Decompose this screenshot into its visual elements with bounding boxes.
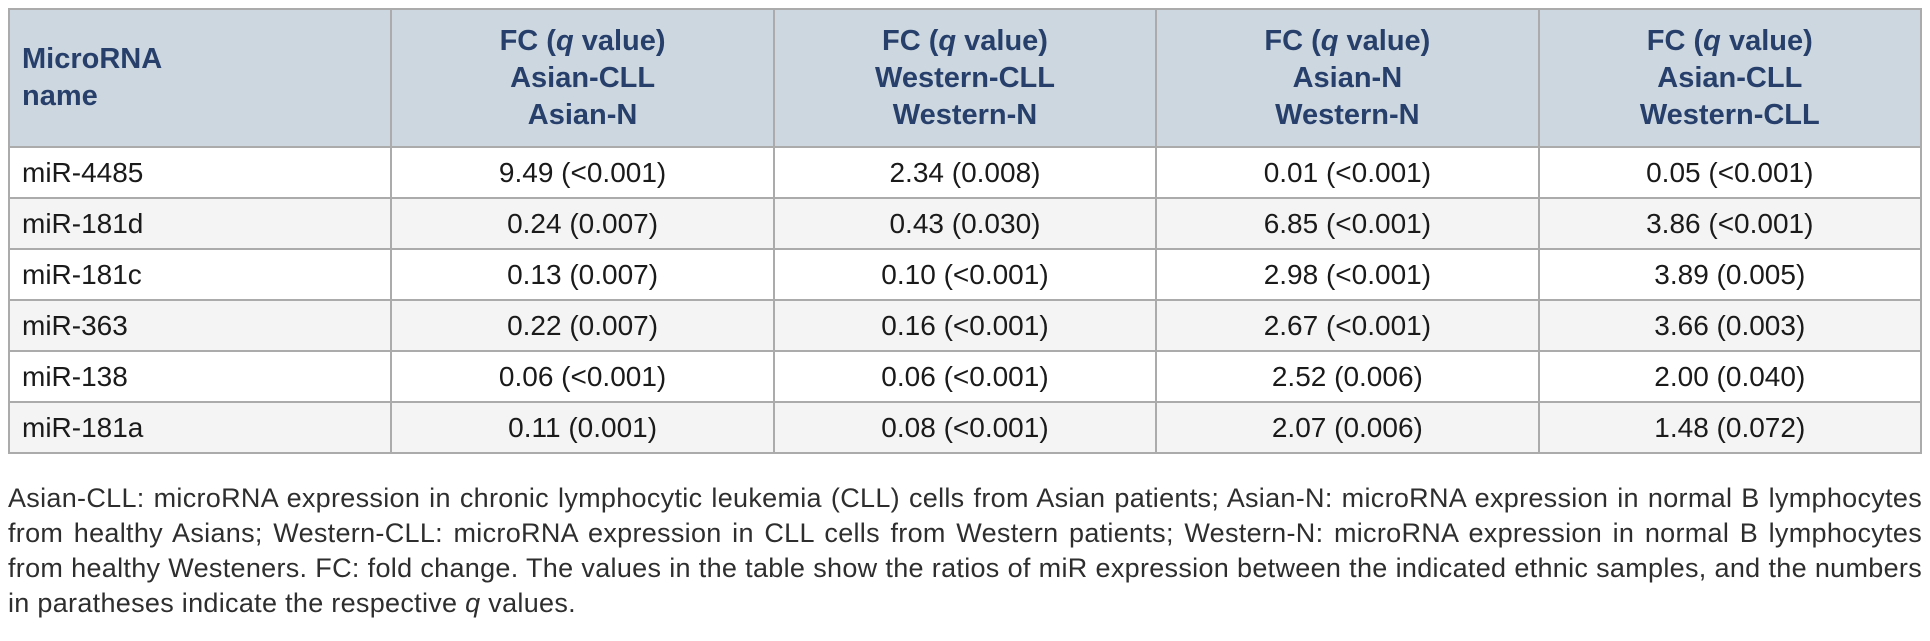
table-row: miR-181c 0.13 (0.007) 0.10 (<0.001) 2.98 (<…: [7, 248, 1923, 301]
footnote-q-italic: q: [465, 588, 481, 618]
header-cell-fc: FC (q value) Asian-CLL Asian-N: [390, 8, 775, 148]
fc-value-cell: 0.10 (<0.001): [772, 248, 1158, 301]
fc-value-cell: 3.86 (<0.001): [1537, 197, 1923, 250]
header-line-fc-label: FC (q value): [1264, 24, 1431, 57]
table-row: miR-138 0.06 (<0.001) 0.06 (<0.001) 2.52 (0…: [7, 350, 1923, 403]
fc-value-cell: 2.34 (0.008): [772, 146, 1158, 199]
header-cell-fc: FC (q value) Asian-CLL Western-CLL: [1537, 8, 1923, 148]
header-cell-fc: FC (q value) Asian-N Western-N: [1155, 8, 1540, 148]
fc-value-cell: 9.49 (<0.001): [390, 146, 775, 199]
fc-value-cell: 6.85 (<0.001): [1155, 197, 1540, 250]
mirna-name-cell: miR-4485: [7, 146, 393, 199]
header-cell-fc: FC (q value) Western-CLL Western-N: [772, 8, 1158, 148]
fc-value-cell: 0.06 (<0.001): [772, 350, 1158, 403]
fc-value-cell: 0.06 (<0.001): [390, 350, 775, 403]
mirna-name-cell: miR-181c: [7, 248, 393, 301]
fc-value-cell: 2.67 (<0.001): [1155, 299, 1540, 352]
fc-value-cell: 0.05 (<0.001): [1537, 146, 1923, 199]
header-line: name: [22, 80, 98, 112]
header-cell-microrna-name: MicroRNA name: [7, 8, 393, 148]
fc-value-cell: 0.08 (<0.001): [772, 401, 1158, 454]
header-line-numerator: Asian-CLL: [510, 61, 656, 94]
mirna-name-cell: miR-181d: [7, 197, 393, 250]
fc-value-cell: 0.43 (0.030): [772, 197, 1158, 250]
fc-value-cell: 0.11 (0.001): [390, 401, 775, 454]
header-line-numerator: Asian-N: [1292, 61, 1403, 94]
header-line-fc-label: FC (q value): [881, 24, 1048, 57]
fc-value-cell: 0.13 (0.007): [390, 248, 775, 301]
q-italic: q: [1320, 24, 1339, 57]
fc-value-cell: 3.89 (0.005): [1537, 248, 1923, 301]
mirna-expression-table: MicroRNA name FC (q value) Asian-CLL Asian…: [7, 8, 1923, 454]
fc-value-cell: 2.07 (0.006): [1155, 401, 1540, 454]
header-line-numerator: Asian-CLL: [1657, 61, 1803, 94]
footnote: Asian-CLL: microRNA expression in chroni…: [8, 481, 1922, 621]
header-line-denominator: Asian-N: [527, 98, 638, 131]
fc-value-cell: 3.66 (0.003): [1537, 299, 1923, 352]
mirna-name-cell: miR-363: [7, 299, 393, 352]
mirna-name-cell: miR-181a: [7, 401, 393, 454]
header-line-numerator: Western-CLL: [875, 61, 1055, 94]
table-row: miR-181d 0.24 (0.007) 0.43 (0.030) 6.85 (<0…: [7, 197, 1923, 250]
footnote-text: values.: [480, 588, 576, 618]
table-header: MicroRNA name FC (q value) Asian-CLL Asian…: [7, 8, 1923, 148]
q-italic: q: [555, 24, 574, 57]
header-line-denominator: Western-CLL: [1639, 98, 1820, 131]
header-line-fc-label: FC (q value): [499, 24, 666, 57]
fc-value-cell: 2.00 (0.040): [1537, 350, 1923, 403]
header-line: MicroRNA: [22, 43, 163, 75]
fc-value-cell: 1.48 (0.072): [1537, 401, 1923, 454]
table-row: miR-4485 9.49 (<0.001) 2.34 (0.008) 0.01 (<…: [7, 146, 1923, 199]
footnote-text: Asian-CLL: microRNA expression in chroni…: [8, 483, 1922, 618]
header-line-fc-label: FC (q value): [1646, 24, 1813, 57]
table-row: miR-363 0.22 (0.007) 0.16 (<0.001) 2.67 (<0…: [7, 299, 1923, 352]
fc-value-cell: 0.24 (0.007): [390, 197, 775, 250]
table-row: miR-181a 0.11 (0.001) 0.08 (<0.001) 2.07 (0…: [7, 401, 1923, 454]
q-italic: q: [938, 24, 957, 57]
fc-value-cell: 0.22 (0.007): [390, 299, 775, 352]
fc-value-cell: 0.16 (<0.001): [772, 299, 1158, 352]
header-line-denominator: Western-N: [892, 98, 1038, 131]
fc-value-cell: 0.01 (<0.001): [1155, 146, 1540, 199]
fc-value-cell: 2.98 (<0.001): [1155, 248, 1540, 301]
fc-value-cell: 2.52 (0.006): [1155, 350, 1540, 403]
q-italic: q: [1703, 24, 1721, 57]
mirna-name-cell: miR-138: [7, 350, 393, 403]
header-row: MicroRNA name FC (q value) Asian-CLL Asian…: [7, 8, 1923, 148]
table-body: miR-4485 9.49 (<0.001) 2.34 (0.008) 0.01 (<…: [7, 146, 1923, 454]
header-line-denominator: Western-N: [1275, 98, 1420, 131]
